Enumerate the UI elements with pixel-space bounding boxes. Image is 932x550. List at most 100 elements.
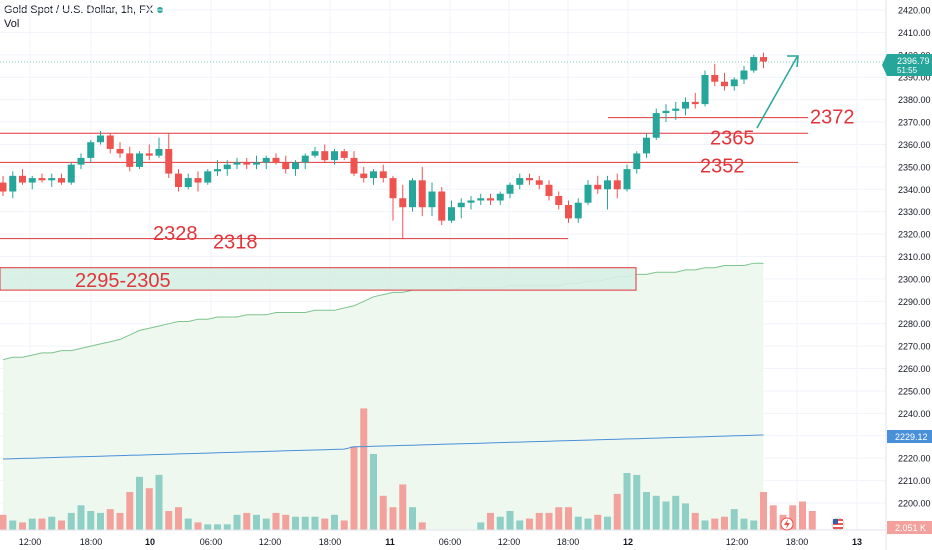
- y-tick-label: 2300.00: [898, 274, 931, 284]
- volume-bar: [19, 522, 26, 530]
- price-ma-line: [2, 262, 764, 361]
- candle-body: [28, 178, 36, 183]
- volume-bar: [262, 518, 270, 530]
- volume-bar: [535, 512, 543, 530]
- x-tick-label: 12:00: [726, 537, 749, 547]
- badge-pointer: [882, 54, 887, 77]
- volume-bar: [409, 507, 416, 530]
- x-tick-label: 06:00: [439, 537, 462, 547]
- price-ma-area: [3, 263, 764, 530]
- y-tick-label: 2360.00: [898, 140, 931, 150]
- volume-bar: [799, 501, 806, 530]
- volume-bar: [643, 492, 650, 530]
- candle-body: [0, 182, 7, 192]
- y-tick-label: 2290.00: [898, 297, 931, 307]
- level-label-2318: 2318: [213, 232, 258, 254]
- volume-bar: [379, 495, 387, 530]
- candle-body: [545, 184, 553, 196]
- y-tick-label: 2350.00: [898, 162, 931, 172]
- countdown-value: 51:55: [897, 66, 918, 75]
- candle-body: [243, 162, 251, 165]
- candle-body: [370, 171, 377, 179]
- volume-bar: [555, 507, 563, 530]
- candle-body: [9, 175, 17, 192]
- candle-body: [136, 153, 143, 167]
- volume-bar: [760, 492, 767, 530]
- volume-bar: [350, 446, 358, 530]
- y-tick-label: 2220.00: [898, 454, 931, 464]
- level-label-2352: 2352: [700, 155, 745, 177]
- volume-bar: [574, 516, 582, 530]
- volume-bar: [721, 516, 728, 530]
- volume-bar: [526, 518, 533, 530]
- volume-label[interactable]: Vol: [4, 18, 20, 30]
- volume-bar: [233, 514, 241, 530]
- volume-bar: [808, 511, 816, 530]
- candle-body: [535, 180, 543, 185]
- candle-body: [262, 157, 270, 163]
- candle-body: [487, 198, 494, 201]
- last-price-value: 2396.79: [897, 56, 930, 66]
- candle-body: [389, 178, 397, 199]
- candle-body: [574, 202, 582, 219]
- candle-body: [721, 81, 728, 87]
- volume-bar: [750, 520, 758, 530]
- candle-body: [77, 157, 85, 165]
- volume-bar: [253, 514, 260, 530]
- level-label-2365: 2365: [710, 127, 755, 149]
- candle-body: [760, 57, 767, 62]
- volume-last-value: 2.051 K: [895, 523, 926, 533]
- volume-bar: [584, 518, 592, 530]
- volume-bar: [613, 493, 621, 530]
- volume-bar: [223, 524, 231, 530]
- volume-bar: [214, 524, 221, 530]
- us-flag-event-icon: [831, 517, 845, 531]
- candle-body: [282, 162, 290, 170]
- volume-bar: [477, 522, 485, 530]
- volume-bar: [682, 503, 689, 530]
- volume-bar: [0, 514, 7, 530]
- zone-label: 2295-2305: [75, 270, 171, 292]
- candle-body: [194, 178, 202, 183]
- volume-bar: [58, 520, 65, 530]
- y-tick-label: 2410.00: [898, 28, 931, 38]
- candle-body: [555, 195, 563, 205]
- candle-body: [48, 178, 56, 181]
- volume-bar: [28, 518, 36, 530]
- volume-bar: [155, 474, 163, 530]
- candle-body: [97, 135, 104, 143]
- volume-bar: [545, 512, 553, 530]
- candle-body: [87, 142, 95, 158]
- level-label-2372: 2372: [810, 107, 855, 129]
- candle-body: [126, 153, 134, 167]
- candle-body: [730, 79, 738, 87]
- candle-body: [506, 184, 514, 194]
- candle-body: [38, 178, 46, 181]
- volume-bar: [594, 514, 602, 530]
- volume-bar: [565, 507, 572, 530]
- volume-bar: [77, 505, 85, 530]
- y-tick-label: 2340.00: [898, 185, 931, 195]
- volume-bar: [184, 518, 192, 530]
- candle-body: [350, 157, 358, 174]
- x-tick-label: 11: [385, 537, 395, 547]
- candle-body: [496, 193, 504, 201]
- x-tick-label: 12: [623, 537, 633, 547]
- volume-bar: [516, 520, 524, 530]
- candle-body: [438, 191, 446, 221]
- volume-bar: [194, 522, 202, 530]
- volume-bar: [321, 518, 329, 530]
- volume-bar: [331, 514, 338, 530]
- candle-body: [116, 148, 124, 154]
- volume-bar: [204, 524, 212, 530]
- candle-body: [204, 171, 212, 183]
- volume-bar: [97, 512, 104, 530]
- volume-bar: [48, 516, 56, 530]
- volume-bar: [87, 511, 95, 530]
- y-tick-label: 2250.00: [898, 386, 931, 396]
- candle-body: [311, 151, 319, 156]
- volume-ma-line: [2, 434, 764, 460]
- volume-bar: [360, 408, 368, 530]
- candle-body: [662, 110, 670, 114]
